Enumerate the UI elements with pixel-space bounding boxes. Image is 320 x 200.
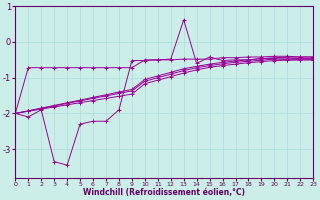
- X-axis label: Windchill (Refroidissement éolien,°C): Windchill (Refroidissement éolien,°C): [83, 188, 245, 197]
